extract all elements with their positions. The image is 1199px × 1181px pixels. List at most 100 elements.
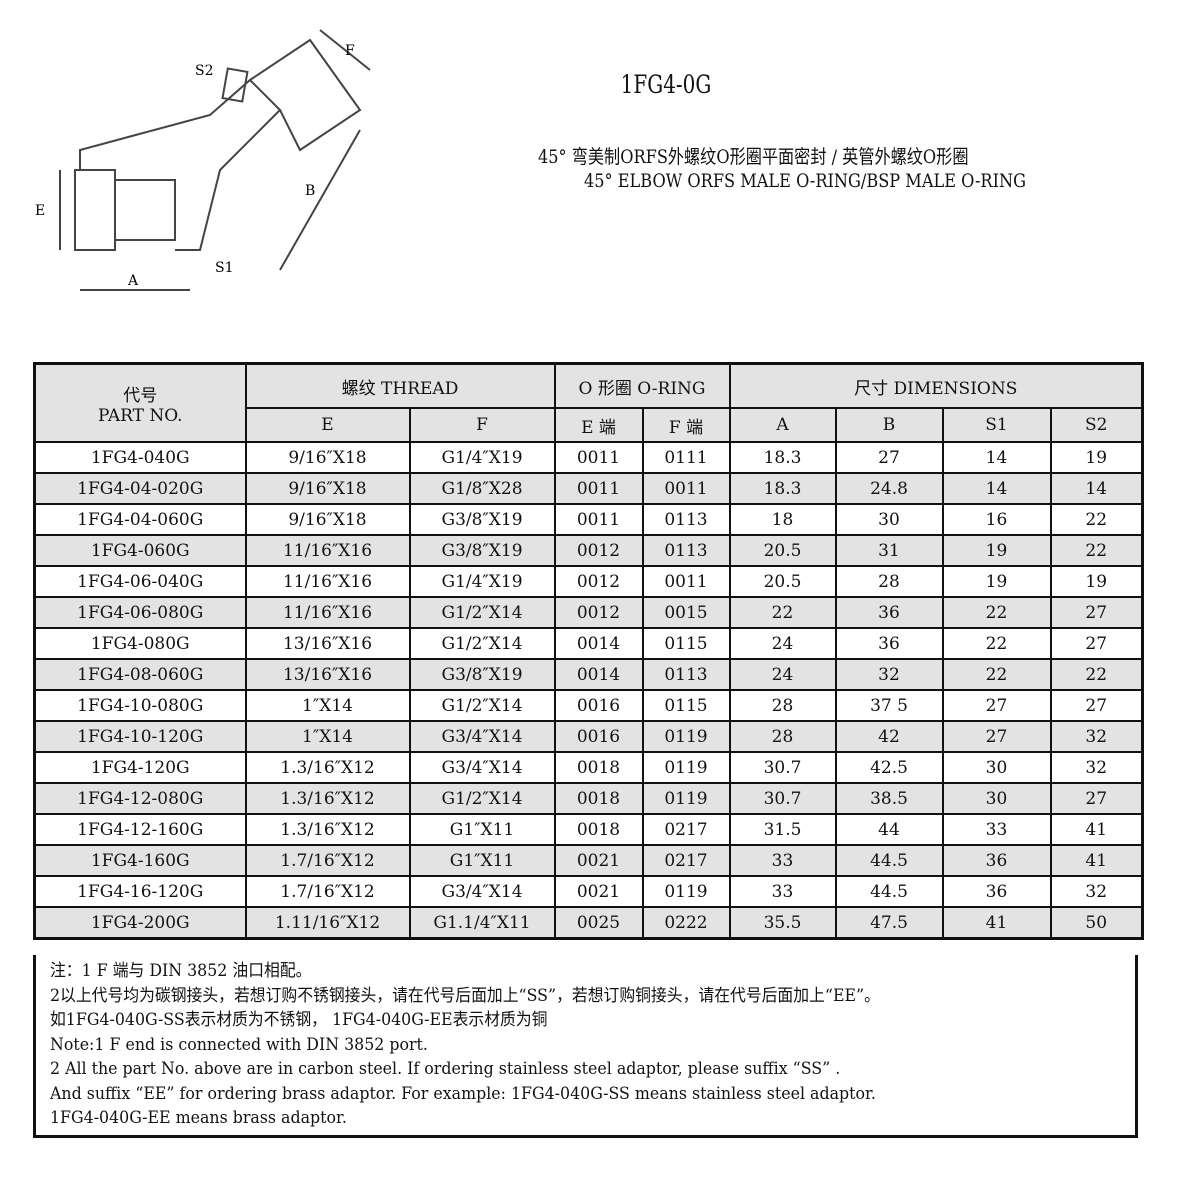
table-cell: 1FG4-10-080G [33, 689, 247, 722]
table-cell: 0012 [553, 534, 644, 567]
subtitle-en: 45° ELBOW ORFS MALE O-RING/BSP MALE O-RI… [584, 170, 1027, 192]
table-cell: 0222 [641, 906, 731, 940]
table-cell: 1.11/16″X12 [244, 906, 411, 940]
header-a: A [728, 407, 837, 443]
note-line: 2以上代号均为碳钢接头，若想订购不锈钢接头，请在代号后面加上“SS”，若想订购铜… [50, 985, 880, 1006]
table-cell: 1FG4-160G [33, 844, 247, 877]
table-cell: 27 [941, 720, 1052, 753]
table-cell: 0016 [553, 720, 644, 753]
table-cell: 1.3/16″X12 [244, 813, 411, 846]
table-cell: G3/8″X19 [408, 503, 556, 536]
table-cell: 0111 [641, 441, 731, 474]
table-cell: 33 [728, 875, 837, 908]
subtitle-cn: 45° 弯美制ORFS外螺纹O形圈平面密封 / 英管外螺纹O形圈 [538, 146, 969, 168]
table-cell: 30 [834, 503, 944, 536]
table-cell: 9/16″X18 [244, 472, 411, 505]
table-cell: 27 [1049, 782, 1144, 815]
header-dimensions: 尺寸 DIMENSIONS [728, 362, 1144, 409]
header-thread: 螺纹 THREAD [244, 362, 556, 409]
table-cell: 24 [728, 627, 837, 660]
table-cell: 0113 [641, 534, 731, 567]
table-cell: 0018 [553, 813, 644, 846]
table-cell: 18.3 [728, 441, 837, 474]
table-cell: 0018 [553, 782, 644, 815]
table-cell: 1FG4-040G [33, 441, 247, 474]
table-cell: 11/16″X16 [244, 534, 411, 567]
table-cell: G1/2″X14 [408, 596, 556, 629]
table-cell: 0012 [553, 596, 644, 629]
table-row: 1FG4-04-060G 9/16″X18 G3/8″X19 0011 0113 18 30… [33, 503, 1144, 536]
table-cell: 9/16″X18 [244, 503, 411, 536]
table-row: 1FG4-060G 11/16″X16 G3/8″X19 0012 0113 20.5 31… [33, 534, 1144, 567]
table-cell: 0115 [641, 627, 731, 660]
table-cell: G1″X11 [408, 813, 556, 846]
table-cell: 0012 [553, 565, 644, 598]
table-cell: 0011 [553, 441, 644, 474]
table-cell: 14 [1049, 472, 1144, 505]
table-cell: 33 [941, 813, 1052, 846]
table-cell: G3/8″X19 [408, 658, 556, 691]
table-cell: 1FG4-06-040G [33, 565, 247, 598]
note-line: And suffix “EE” for ordering brass adapt… [50, 1083, 876, 1104]
label-b: B [305, 183, 315, 199]
table-cell: 20.5 [728, 534, 837, 567]
table-cell: G1/8″X28 [408, 472, 556, 505]
table-cell: 0011 [641, 565, 731, 598]
table-cell: 1FG4-12-160G [33, 813, 247, 846]
table-cell: 22 [941, 596, 1052, 629]
table-cell: 14 [941, 441, 1052, 474]
table-cell: 0021 [553, 844, 644, 877]
table-cell: 19 [1049, 441, 1144, 474]
table-cell: 30 [941, 751, 1052, 784]
label-f: F [345, 43, 355, 59]
table-cell: 1FG4-04-020G [33, 472, 247, 505]
table-row: 1FG4-040G 9/16″X18 G1/4″X19 0011 0111 18.3 27 1… [33, 441, 1144, 474]
table-cell: 0119 [641, 875, 731, 908]
table-cell: 0021 [553, 875, 644, 908]
table-row: 1FG4-120G 1.3/16″X12 G3/4″X14 0018 0119 30.7 4… [33, 751, 1144, 784]
header-e: E [244, 407, 411, 443]
table-row: 1FG4-06-080G 11/16″X16 G1/2″X14 0012 0015 22 3… [33, 596, 1144, 629]
note-line: 注：1 F 端与 DIN 3852 油口相配。 [50, 961, 312, 981]
table-cell: 31 [834, 534, 944, 567]
table-row: 1FG4-12-160G 1.3/16″X12 G1″X11 0018 0217 31.5… [33, 813, 1144, 846]
table-cell: 31.5 [728, 813, 837, 846]
table-cell: 1FG4-060G [33, 534, 247, 567]
header-f: F [408, 407, 556, 443]
note-line: Note:1 F end is connected with DIN 3852 … [50, 1034, 428, 1055]
table-cell: 22 [941, 658, 1052, 691]
table-cell: 20.5 [728, 565, 837, 598]
table-cell: 36 [834, 627, 944, 660]
table-cell: G1″X11 [408, 844, 556, 877]
table-cell: 1″X14 [244, 720, 411, 753]
table-cell: 32 [1049, 875, 1144, 908]
table-cell: G3/4″X14 [408, 875, 556, 908]
table-cell: 13/16″X16 [244, 658, 411, 691]
table-row: 1FG4-08-060G 13/16″X16 G3/8″X19 0014 0113 24 3… [33, 658, 1144, 691]
fitting-drawing: S2 F E B A S1 [35, 29, 371, 291]
table-cell: 32 [834, 658, 944, 691]
table-cell: 27 [834, 441, 944, 474]
table-cell: 11/16″X16 [244, 565, 411, 598]
table-cell: 30.7 [728, 782, 837, 815]
label-s1: S1 [215, 260, 234, 276]
table-cell: 0011 [553, 472, 644, 505]
table-cell: 0025 [553, 906, 644, 940]
table-cell: 28 [728, 720, 837, 753]
note-line: 2 All the part No. above are in carbon s… [50, 1059, 841, 1079]
table-cell: 1FG4-16-120G [33, 875, 247, 908]
table-cell: 18.3 [728, 472, 837, 505]
table-cell: 13/16″X16 [244, 627, 411, 660]
label-s2: S2 [195, 63, 214, 79]
table-cell: 19 [1049, 565, 1144, 598]
notes: 注：1 F 端与 DIN 3852 油口相配。 2以上代号均为碳钢接头，若想订购… [33, 955, 1138, 1138]
table-cell: 44.5 [834, 844, 944, 877]
table-cell: 9/16″X18 [244, 441, 411, 474]
table-cell: G1.1/4″X11 [408, 906, 556, 940]
table-cell: 0217 [641, 844, 731, 877]
table-cell: 22 [1049, 534, 1144, 567]
table-cell: 0014 [553, 627, 644, 660]
table-row: 1FG4-080G 13/16″X16 G1/2″X14 0014 0115 24 36 22… [33, 627, 1144, 660]
table-cell: 0119 [641, 782, 731, 815]
